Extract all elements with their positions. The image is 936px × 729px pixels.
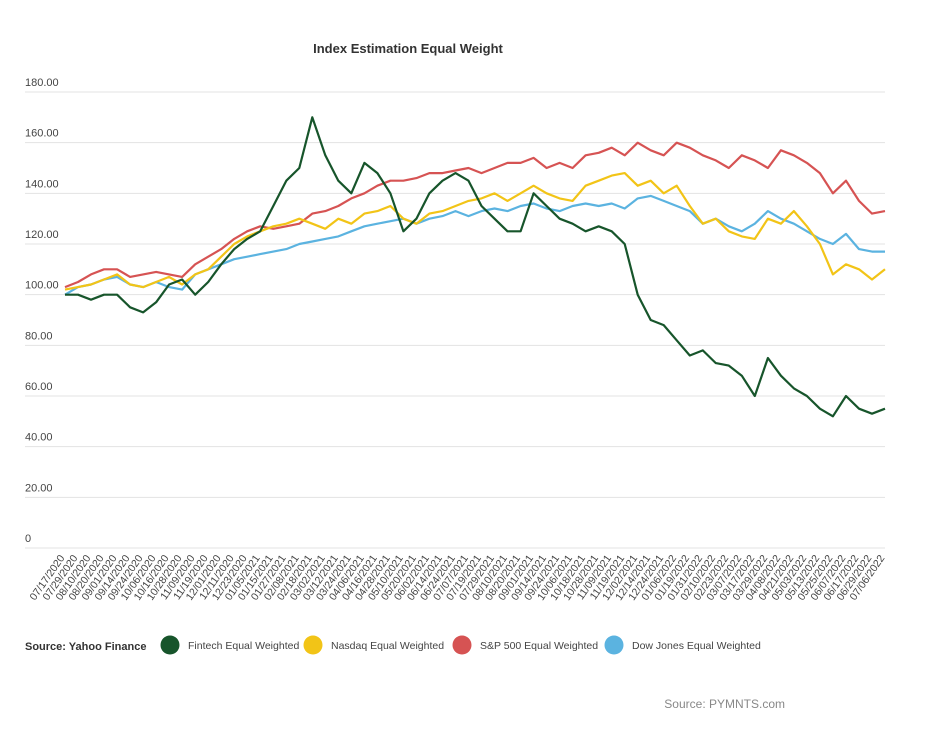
y-tick-label: 40.00: [25, 432, 53, 444]
series-line: [65, 116, 886, 418]
y-tick-label: 140.00: [25, 178, 59, 190]
y-tick-label: 20.00: [25, 482, 53, 494]
legend-label: Fintech Equal Weighted: [188, 640, 299, 652]
y-tick-label: 100.00: [25, 280, 59, 292]
y-tick-label: 60.00: [25, 381, 53, 393]
y-tick-label: 0: [25, 533, 31, 545]
legend-swatch: [303, 635, 323, 655]
y-tick-label: 120.00: [25, 229, 59, 241]
y-tick-label: 160.00: [25, 128, 59, 140]
legend-swatch: [604, 635, 624, 655]
credit-note: Source: PYMNTS.com: [664, 697, 785, 711]
y-tick-label: 80.00: [25, 330, 53, 342]
series-line: [64, 172, 886, 291]
legend-label: Dow Jones Equal Weighted: [632, 640, 761, 652]
legend-swatch: [160, 635, 180, 655]
chart-title: Index Estimation Equal Weight: [313, 41, 503, 56]
legend-swatch: [452, 635, 472, 655]
legend-label: S&P 500 Equal Weighted: [480, 640, 598, 652]
y-tick-label: 180.00: [25, 77, 59, 89]
source-note: Source: Yahoo Finance: [25, 641, 146, 653]
legend-label: Nasdaq Equal Weighted: [331, 640, 444, 652]
series-line: [64, 141, 886, 289]
